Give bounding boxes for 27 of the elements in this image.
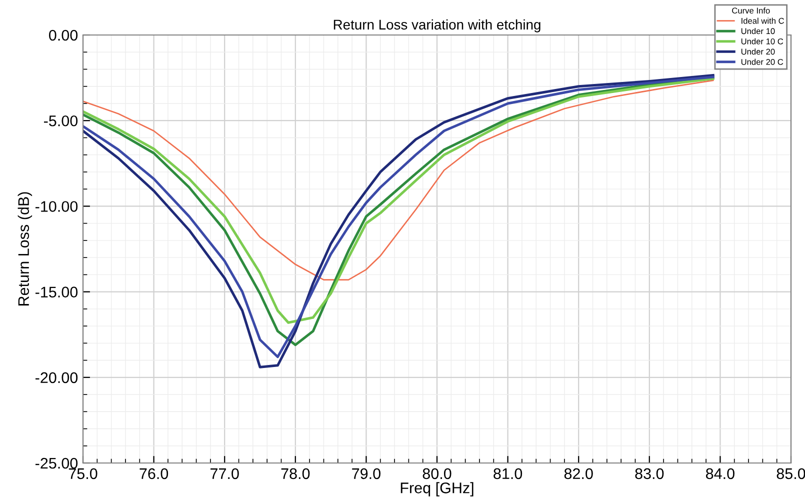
legend-label: Under 20 C xyxy=(741,58,784,65)
x-tick-label: 85.0 xyxy=(776,468,805,480)
x-tick-label: 75.0 xyxy=(68,468,98,480)
y-tick-label: -20.00 xyxy=(36,372,78,384)
x-axis-title: Freq [GHz] xyxy=(400,482,474,496)
legend-label: Under 20 xyxy=(741,48,775,55)
y-tick-label: 0.00 xyxy=(49,30,78,41)
y-tick-label: -10.00 xyxy=(36,201,78,212)
x-tick-label: 76.0 xyxy=(140,468,168,480)
x-tick-label: 83.0 xyxy=(635,468,664,480)
legend-label: Under 10 C xyxy=(741,38,784,44)
y-axis-title: Return Loss (dB) xyxy=(18,192,32,306)
x-tick-label: 77.0 xyxy=(210,468,239,480)
legend-label: Under 10 xyxy=(741,28,775,34)
y-tick-label: -15.00 xyxy=(36,286,78,298)
x-tick-label: 79.0 xyxy=(352,468,380,480)
y-tick-label: -5.00 xyxy=(44,115,78,126)
x-tick-label: 81.0 xyxy=(494,468,522,480)
x-tick-label: 84.0 xyxy=(706,468,734,480)
legend-label: Ideal with C xyxy=(742,18,784,24)
x-tick-label: 80.0 xyxy=(422,468,452,480)
chart-title: Return Loss variation with etching xyxy=(334,19,540,32)
x-tick-label: 82.0 xyxy=(564,468,593,480)
legend-title: Curve Info xyxy=(732,7,770,14)
x-tick-label: 78.0 xyxy=(281,468,310,480)
y-tick-label: -25.00 xyxy=(36,458,78,469)
line-series xyxy=(83,80,714,281)
